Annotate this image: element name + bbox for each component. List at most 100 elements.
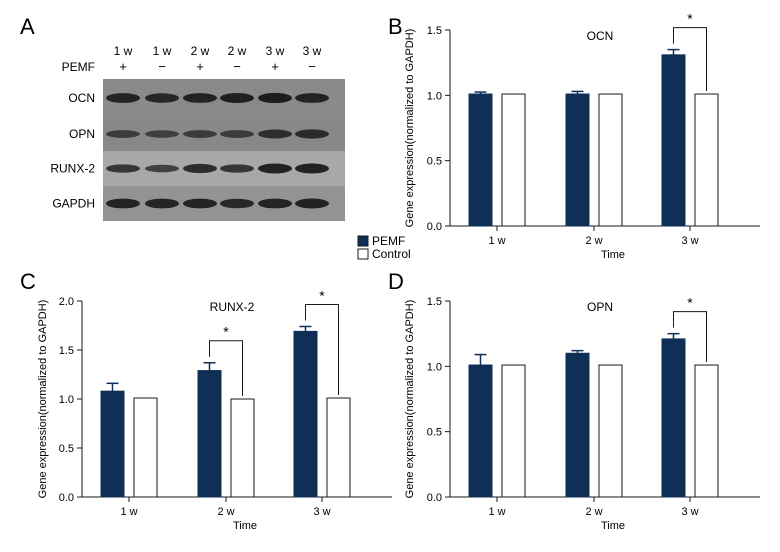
x-tick-label: 2 w <box>585 506 602 518</box>
lane-sign: − <box>158 59 166 74</box>
blot-band <box>183 130 217 138</box>
bar-pemf <box>565 352 590 498</box>
panel-letter-a: A <box>20 14 35 39</box>
x-tick-label: 2 w <box>585 235 602 247</box>
y-tick-label: 1.0 <box>427 361 442 373</box>
legend-swatch <box>357 235 369 247</box>
bar-control <box>694 93 719 227</box>
lane-time-label: 3 w <box>303 44 322 58</box>
blot-band <box>295 163 329 174</box>
panel-letter-b: B <box>388 14 403 39</box>
x-axis-label: Time <box>601 520 625 532</box>
significance-bracket <box>209 340 243 396</box>
panel-letter-c: C <box>20 269 36 294</box>
lane-time-label: 1 w <box>153 44 172 58</box>
significance-star: * <box>223 324 229 340</box>
x-tick-label: 1 w <box>488 235 505 247</box>
x-axis-label: Time <box>233 520 257 532</box>
y-tick-label: 1.0 <box>59 394 74 406</box>
y-tick-label: 1.5 <box>427 296 442 308</box>
blot-band <box>145 164 179 173</box>
bar-pemf <box>565 93 590 227</box>
blot-band <box>295 198 329 209</box>
pemf-row-label: PEMF <box>62 60 95 74</box>
blot-band <box>220 130 254 138</box>
blot-band <box>258 163 292 174</box>
bar-control <box>326 397 351 498</box>
lane-sign: + <box>271 59 279 74</box>
bar-pemf <box>468 364 493 498</box>
legend-label: PEMF <box>372 234 405 248</box>
blot-band <box>106 130 140 138</box>
blot-band <box>220 164 254 173</box>
chart-title: OCN <box>587 29 614 43</box>
x-tick-label: 2 w <box>217 506 234 518</box>
blot-band <box>258 129 292 139</box>
blot-band <box>258 92 292 104</box>
bar-control <box>133 397 158 498</box>
bar-pemf <box>293 330 318 498</box>
bar-pemf <box>468 93 493 227</box>
chart-title: RUNX-2 <box>210 300 255 314</box>
bar-control <box>598 93 623 227</box>
y-axis-label: Gene expression(normalized to GAPDH) <box>37 300 49 499</box>
bar-pemf <box>100 390 125 498</box>
lane-sign: − <box>233 59 241 74</box>
significance-star: * <box>687 11 693 27</box>
lane-sign: + <box>119 59 127 74</box>
blot-band <box>220 198 254 209</box>
bar-control <box>230 398 255 498</box>
bar-pemf <box>197 370 222 498</box>
x-tick-label: 3 w <box>313 506 330 518</box>
bar-control <box>598 364 623 498</box>
blot-band <box>295 93 329 103</box>
lane-time-label: 2 w <box>228 44 247 58</box>
y-tick-label: 2.0 <box>59 296 74 308</box>
panel-letter-d: D <box>388 269 404 294</box>
x-tick-label: 1 w <box>120 506 137 518</box>
bar-pemf <box>661 338 686 498</box>
blot-band <box>258 198 292 209</box>
lane-sign: − <box>308 59 316 74</box>
significance-bracket <box>673 27 707 92</box>
y-tick-label: 0.5 <box>427 156 442 168</box>
significance-star: * <box>319 287 325 303</box>
band-label: OCN <box>68 91 95 105</box>
band-label: OPN <box>69 127 95 141</box>
x-axis-label: Time <box>601 249 625 261</box>
lane-time-label: 3 w <box>266 44 285 58</box>
lane-time-label: 2 w <box>191 44 210 58</box>
blot-band <box>106 164 140 173</box>
significance-bracket <box>673 311 707 363</box>
bar-control <box>501 364 526 498</box>
x-tick-label: 3 w <box>681 506 698 518</box>
blot-band <box>220 92 254 104</box>
x-tick-label: 1 w <box>488 506 505 518</box>
band-label: RUNX-2 <box>50 162 95 176</box>
legend-label: Control <box>372 247 411 261</box>
blot-band <box>145 93 179 103</box>
bar-pemf <box>661 54 686 227</box>
y-axis-label: Gene expression(normalized to GAPDH) <box>404 300 416 499</box>
blot-band <box>183 198 217 209</box>
chart-ocn: OCN 0.0 0.5 1.0 1.5 Gene expression(normalize… <box>404 11 760 261</box>
chart-title: OPN <box>587 300 613 314</box>
significance-star: * <box>687 295 693 311</box>
blot-band <box>106 198 140 209</box>
y-tick-label: 0.0 <box>59 492 74 504</box>
significance-bracket <box>305 303 339 396</box>
y-axis-label: Gene expression(normalized to GAPDH) <box>404 29 416 228</box>
blot-band <box>145 198 179 209</box>
y-tick-label: 0.0 <box>427 492 442 504</box>
y-tick-label: 0.0 <box>427 221 442 233</box>
blot-band <box>106 93 140 103</box>
blot-band <box>183 93 217 103</box>
y-tick-label: 1.5 <box>59 345 74 357</box>
y-tick-label: 0.5 <box>59 443 74 455</box>
bar-control <box>501 93 526 227</box>
y-tick-label: 0.5 <box>427 427 442 439</box>
bar-control <box>694 364 719 498</box>
lane-time-label: 1 w <box>114 44 133 58</box>
